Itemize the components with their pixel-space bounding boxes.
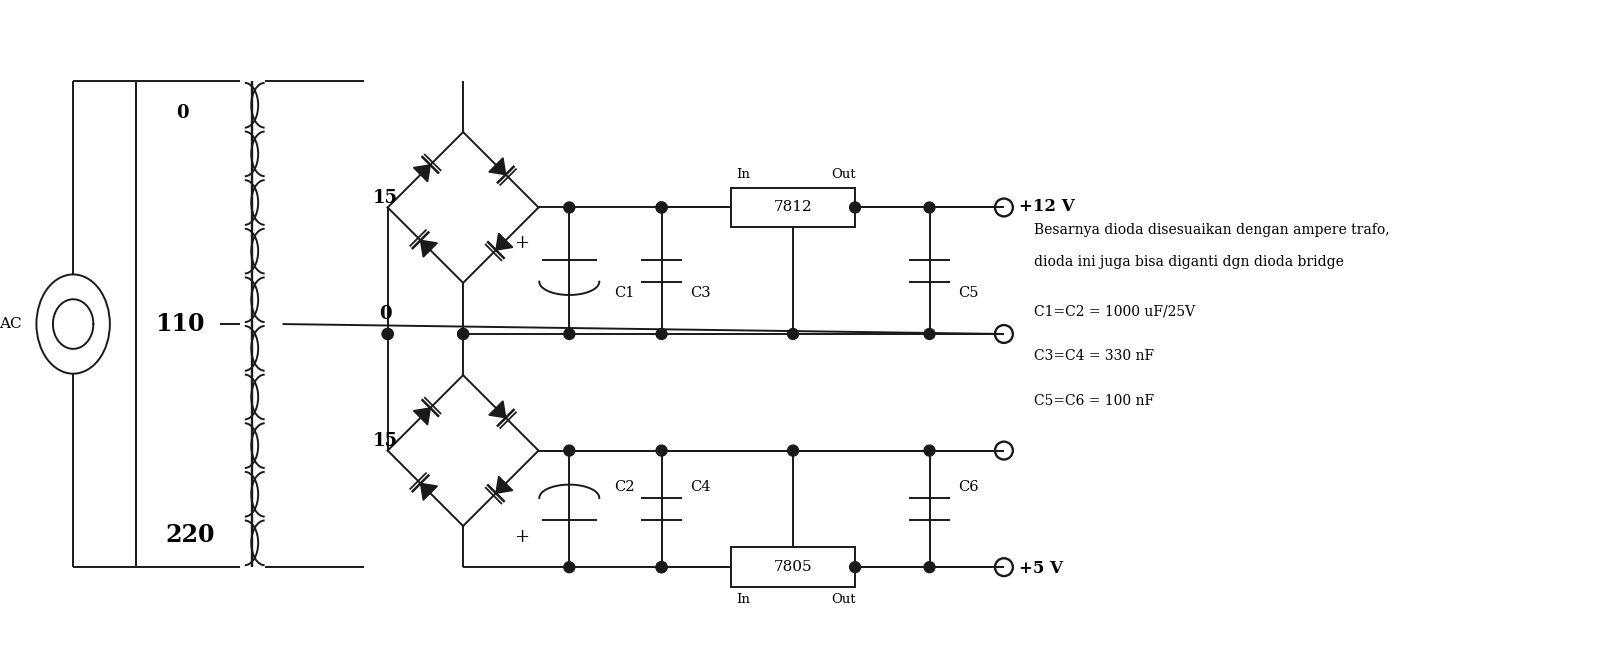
Circle shape (850, 202, 861, 213)
Text: Out: Out (830, 594, 856, 606)
Text: Besarnya dioda disesuaikan dengan ampere trafo,: Besarnya dioda disesuaikan dengan ampere… (1034, 223, 1389, 237)
Text: C1: C1 (614, 286, 634, 299)
Circle shape (925, 202, 934, 213)
Text: C5: C5 (958, 286, 979, 299)
Text: 15: 15 (373, 432, 398, 450)
Circle shape (382, 329, 394, 339)
Text: C1=C2 = 1000 uF/25V: C1=C2 = 1000 uF/25V (1034, 304, 1195, 318)
Text: C5=C6 = 100 nF: C5=C6 = 100 nF (1034, 394, 1154, 408)
Circle shape (458, 329, 469, 339)
Circle shape (458, 329, 469, 339)
Text: C3=C4 = 330 nF: C3=C4 = 330 nF (1034, 349, 1154, 363)
Polygon shape (421, 240, 437, 257)
Text: 220: 220 (165, 523, 214, 547)
Circle shape (787, 329, 798, 339)
Circle shape (656, 562, 667, 572)
Text: 0: 0 (176, 104, 189, 122)
Polygon shape (490, 158, 506, 175)
Text: C4: C4 (690, 480, 710, 494)
Text: 7805: 7805 (774, 560, 813, 574)
Polygon shape (490, 401, 506, 418)
Circle shape (850, 562, 861, 572)
Text: 110: 110 (155, 312, 205, 336)
Polygon shape (413, 408, 430, 425)
Text: +: + (514, 234, 530, 252)
Text: C6: C6 (958, 480, 979, 494)
Circle shape (563, 562, 574, 572)
Text: +5 V: +5 V (1019, 560, 1062, 576)
Polygon shape (496, 476, 512, 493)
Ellipse shape (37, 274, 110, 374)
Circle shape (925, 329, 934, 339)
Text: +12 V: +12 V (1019, 198, 1075, 215)
Circle shape (787, 445, 798, 456)
Text: 15: 15 (373, 189, 398, 207)
Circle shape (656, 202, 667, 213)
Circle shape (656, 562, 667, 572)
Text: +: + (514, 528, 530, 546)
Bar (731, 188, 854, 227)
Text: AC: AC (0, 317, 21, 331)
Circle shape (563, 202, 574, 213)
Text: In: In (736, 168, 750, 181)
Circle shape (925, 445, 934, 456)
Circle shape (656, 329, 667, 339)
Polygon shape (496, 233, 512, 250)
Circle shape (656, 202, 667, 213)
Polygon shape (421, 483, 437, 500)
Polygon shape (413, 165, 430, 182)
Circle shape (925, 562, 934, 572)
Circle shape (563, 445, 574, 456)
Text: 0: 0 (379, 305, 392, 323)
Text: In: In (736, 594, 750, 606)
Circle shape (656, 445, 667, 456)
Text: 7812: 7812 (774, 201, 813, 214)
Text: Out: Out (830, 168, 856, 181)
Circle shape (382, 329, 394, 339)
Text: C3: C3 (690, 286, 710, 299)
Text: C2: C2 (614, 480, 635, 494)
Circle shape (563, 329, 574, 339)
Text: dioda ini juga bisa diganti dgn dioda bridge: dioda ini juga bisa diganti dgn dioda br… (1034, 254, 1344, 269)
Bar (731, 547, 854, 587)
